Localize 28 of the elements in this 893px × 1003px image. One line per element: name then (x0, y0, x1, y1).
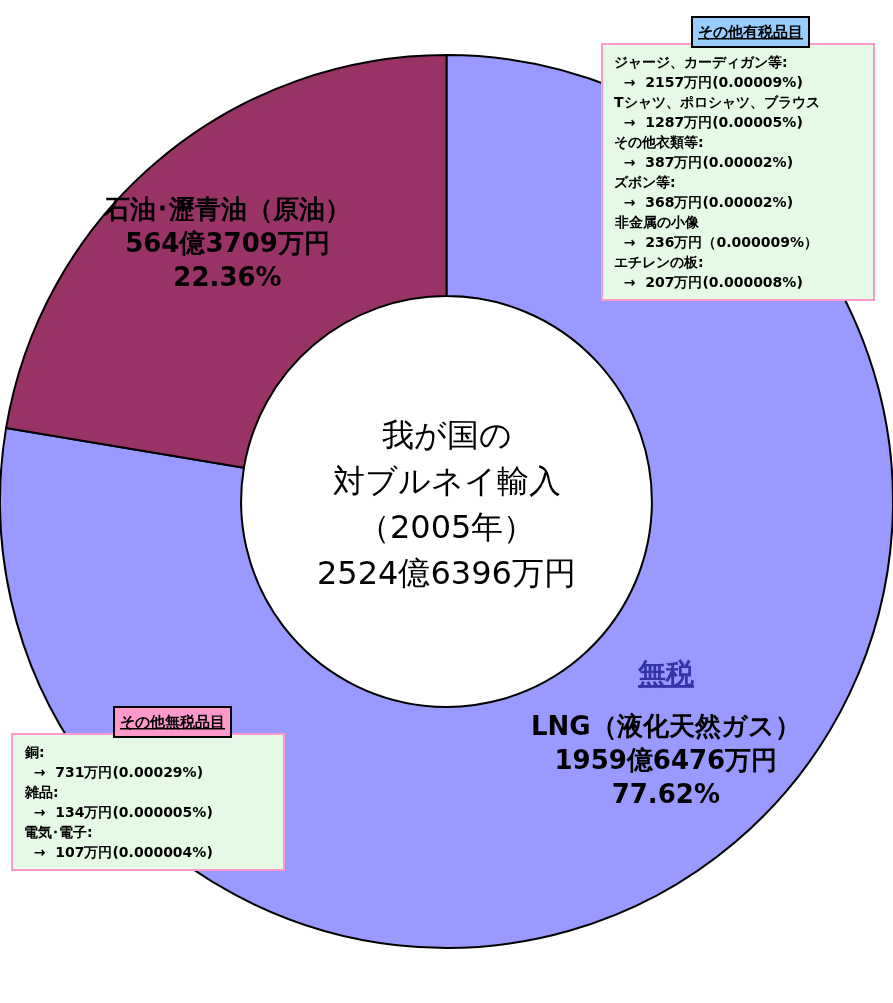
text: （2005年） (358, 508, 536, 546)
text: 無税 (637, 657, 694, 690)
text: → 2157万円(0.00009%) (614, 74, 803, 90)
text: 銅: (24, 744, 45, 760)
text: エチレンの板: (614, 254, 704, 270)
text: その他衣類等: (614, 134, 704, 150)
text: ジャージ、カーディガン等: (614, 54, 788, 70)
text: → 134万円(0.000005%) (24, 804, 213, 820)
slice-label: LNG（液化天然ガス） (531, 711, 801, 741)
text: → 1287万円(0.00005%) (614, 114, 803, 130)
text: ズボン等: (614, 174, 676, 190)
text: 非金属の小像 (614, 214, 700, 230)
text: 我が国の (382, 416, 512, 454)
data-label: 1959億6476万円 77.62% (554, 744, 778, 809)
text: → 236万円（0.000009%） (614, 234, 818, 250)
text: 2524億6396万円 (317, 554, 576, 592)
text: 雑品: (24, 784, 59, 800)
text: → 387万円(0.00002%) (614, 154, 794, 170)
data-label: 564億3709万円 22.36% (125, 227, 330, 292)
text: → 207万円(0.000008%) (614, 274, 803, 290)
text: Tシャツ、ポロシャツ、ブラウス (614, 94, 820, 110)
text: → 368万円(0.00002%) (614, 194, 794, 210)
text: その他有税品目 (698, 23, 803, 41)
text: 対ブルネイ輸入 (333, 462, 561, 500)
text: 電気･電子: (24, 824, 93, 840)
text: → 731万円(0.00029%) (24, 764, 204, 780)
text: → 107万円(0.000004%) (24, 844, 213, 860)
text: その他無税品目 (120, 713, 225, 731)
